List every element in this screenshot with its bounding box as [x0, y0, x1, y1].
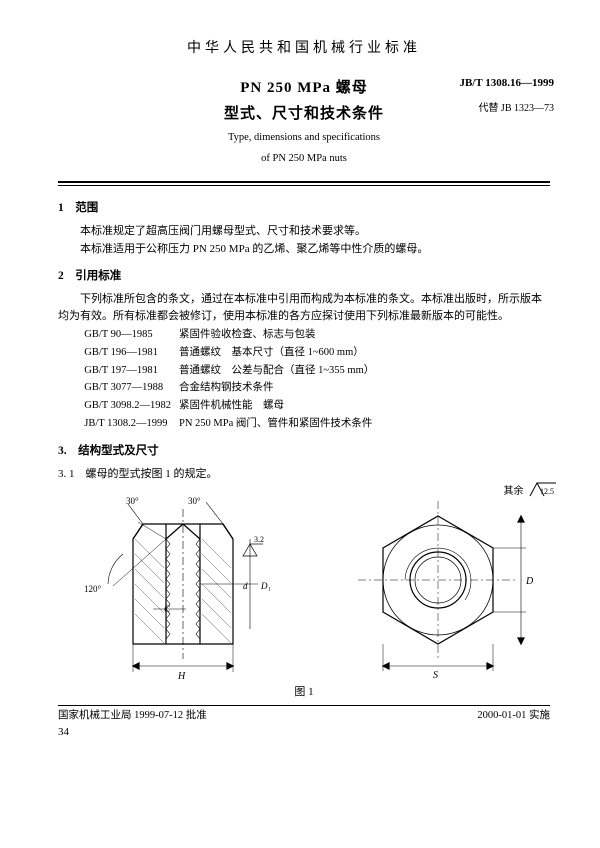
- nut-section-view: 30° 30° 120° 3.2 C d D₁ H: [78, 494, 288, 684]
- nut-top-view: S D: [348, 496, 538, 681]
- figure-1: 30° 30° 120° 3.2 C d D₁ H: [58, 486, 550, 686]
- section-3-1: 3. 1 螺母的型式按图 1 的规定。: [58, 466, 550, 483]
- svg-text:D₁: D₁: [260, 581, 271, 591]
- section-1-p1: 本标准规定了超高压阀门用螺母型式、尺寸和技术要求等。: [58, 223, 550, 240]
- section-3-heading: 3. 结构型式及尺寸: [58, 443, 550, 460]
- divider-thick: [58, 181, 550, 183]
- figure-caption: 图 1: [58, 684, 550, 701]
- surface-finish-note: 其余 12.5: [504, 480, 561, 499]
- standard-code: JB/T 1308.16—1999: [459, 75, 554, 92]
- svg-text:D: D: [525, 576, 534, 587]
- effective-date: 2000-01-01 实施: [477, 708, 550, 724]
- references-table: GB/T 90—1985紧固件验收检查、标志与包装 GB/T 196—1981普…: [84, 326, 382, 433]
- footer-rule: [58, 705, 550, 706]
- svg-text:S: S: [433, 670, 438, 681]
- table-row: GB/T 3077—1988合金结构钢技术条件: [84, 379, 382, 397]
- section-1-p2: 本标准适用于公称压力 PN 250 MPa 的乙烯、聚乙烯等中性介质的螺母。: [58, 241, 550, 258]
- svg-text:d: d: [243, 581, 248, 591]
- title-cn-2: 型式、尺寸和技术条件: [58, 103, 550, 126]
- page: 中华人民共和国机械行业标准 JB/T 1308.16—1999 代替 JB 13…: [0, 0, 600, 760]
- table-row: GB/T 196—1981普通螺纹 基本尺寸（直径 1~600 mm）: [84, 344, 382, 362]
- svg-text:12.5: 12.5: [540, 487, 554, 496]
- title-en-2: of PN 250 MPa nuts: [58, 151, 550, 167]
- title-block: JB/T 1308.16—1999 代替 JB 1323—73 PN 250 M…: [58, 77, 550, 167]
- replace-note: 代替 JB 1323—73: [478, 101, 554, 116]
- svg-text:30°: 30°: [188, 496, 201, 506]
- title-en-1: Type, dimensions and specifications: [58, 130, 550, 146]
- svg-text:H: H: [177, 671, 186, 682]
- approval-note: 国家机械工业局 1999-07-12 批准: [58, 710, 207, 721]
- page-number: 34: [58, 724, 550, 741]
- table-row: GB/T 3098.2—1982紧固件机械性能 螺母: [84, 397, 382, 415]
- table-row: GB/T 197—1981普通螺纹 公差与配合（直径 1~355 mm）: [84, 362, 382, 380]
- svg-text:30°: 30°: [126, 496, 139, 506]
- divider-thin: [58, 185, 550, 186]
- section-1-heading: 1 范围: [58, 200, 550, 217]
- svg-text:C: C: [164, 604, 171, 614]
- table-row: JB/T 1308.2—1999PN 250 MPa 阀门、管件和紧固件技术条件: [84, 415, 382, 433]
- section-2-p1: 下列标准所包含的条文，通过在本标准中引用而构成为本标准的条文。本标准出版时，所示…: [58, 291, 550, 324]
- section-2-heading: 2 引用标准: [58, 268, 550, 285]
- svg-text:120°: 120°: [84, 584, 102, 594]
- footer: 国家机械工业局 1999-07-12 批准 2000-01-01 实施: [58, 708, 550, 724]
- svg-text:3.2: 3.2: [254, 535, 264, 544]
- table-row: GB/T 90—1985紧固件验收检查、标志与包装: [84, 326, 382, 344]
- org-title: 中华人民共和国机械行业标准: [58, 38, 550, 59]
